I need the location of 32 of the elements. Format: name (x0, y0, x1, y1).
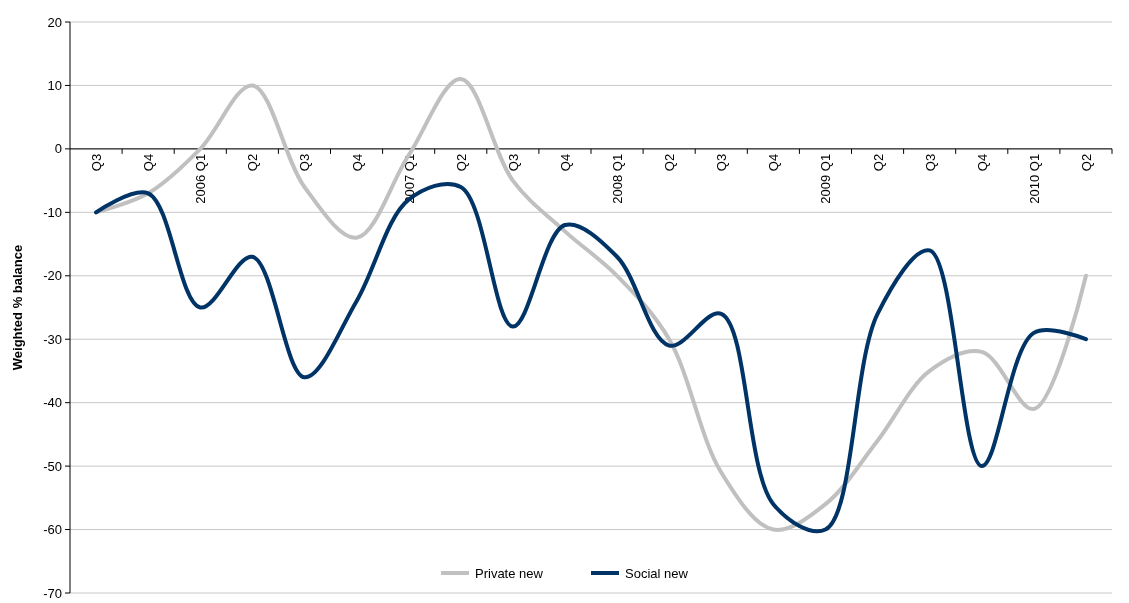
x-tick-label: Q4 (766, 153, 782, 172)
x-tick-label: Q3 (505, 153, 521, 172)
x-tick-label: Q2 (453, 153, 469, 172)
x-tick-label: Q2 (662, 153, 678, 172)
x-tick-label: 2008 Q1 (610, 153, 626, 204)
x-tick-label: Q4 (349, 153, 365, 172)
y-tick-label: -10 (43, 204, 62, 220)
y-axis-title: Weighted % balance (10, 244, 25, 371)
x-tick-label: Q4 (974, 153, 990, 172)
y-tick-label: -60 (43, 522, 62, 538)
x-tick-label: Q3 (297, 153, 313, 172)
y-tick-label: -40 (43, 395, 62, 411)
x-tick-label: Q3 (89, 153, 105, 172)
x-tick-label: 2010 Q1 (1026, 153, 1042, 204)
y-tick-label: -30 (43, 331, 62, 347)
x-tick-label: Q2 (1078, 153, 1094, 172)
y-tick-label: 20 (47, 14, 62, 30)
x-tick-label: Q4 (141, 153, 157, 172)
x-tick-label: Q4 (557, 153, 573, 172)
legend-label: Social new (625, 565, 689, 581)
y-tick-label: -20 (43, 268, 62, 284)
x-tick-label: Q2 (245, 153, 261, 172)
y-tick-label: -50 (43, 458, 62, 474)
x-tick-label: 2009 Q1 (818, 153, 834, 204)
x-tick-label: 2006 Q1 (193, 153, 209, 204)
x-tick-label: Q3 (922, 153, 938, 172)
y-tick-label: -70 (43, 585, 62, 601)
y-tick-label: 0 (54, 141, 62, 157)
y-tick-label: 10 (47, 77, 62, 93)
x-tick-label: Q3 (714, 153, 730, 172)
legend-label: Private new (475, 565, 544, 581)
x-tick-label: Q2 (870, 153, 886, 172)
